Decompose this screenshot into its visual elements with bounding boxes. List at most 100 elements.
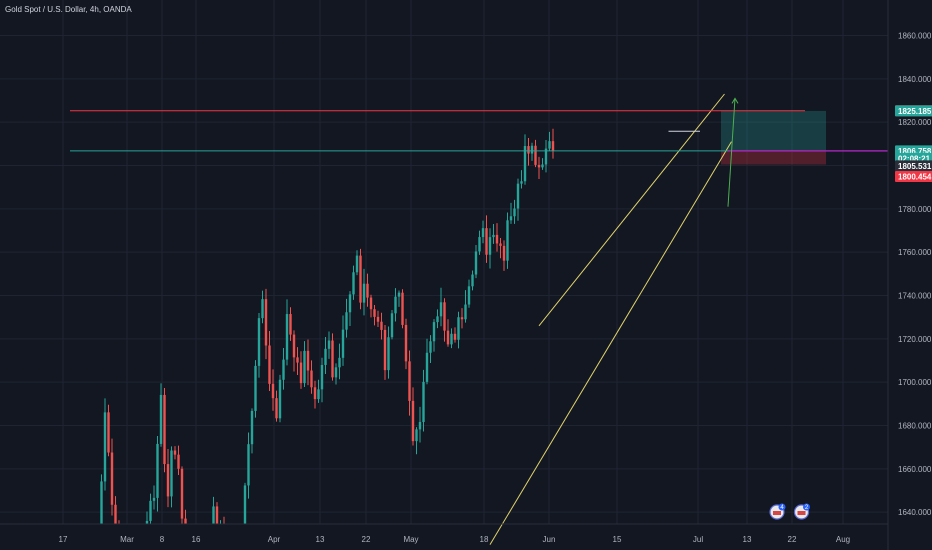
candle <box>457 311 460 349</box>
candle <box>320 357 324 403</box>
candle <box>352 265 355 300</box>
price-tag-label: 1825.185 <box>898 107 932 116</box>
price-tick-label: 1840.000 <box>898 75 932 84</box>
candle <box>404 318 408 370</box>
candle <box>292 330 296 372</box>
candle <box>180 466 184 524</box>
candle <box>268 330 271 392</box>
channel-lower[interactable] <box>489 141 732 545</box>
time-axis[interactable]: 17 Mar 8 16 Apr 13 22 May 18 Jun 15 Jul 13 22 Aug <box>0 523 888 544</box>
candle <box>110 438 114 516</box>
candle <box>338 343 341 380</box>
price-axis[interactable]: 1640.000 1660.000 1680.000 1700.000 1720.000… <box>887 0 932 550</box>
price-tag-label: 02:08:21 <box>898 154 931 163</box>
candle <box>383 324 387 380</box>
candle <box>527 137 530 166</box>
event-1[interactable]: 4 <box>769 503 786 520</box>
candle <box>331 333 334 381</box>
candle <box>509 202 513 224</box>
symbol-title[interactable]: Gold Spot / U.S. Dollar, 4h, OANDA <box>5 5 132 14</box>
candle <box>453 327 457 343</box>
candle <box>537 156 541 179</box>
candle <box>324 336 327 374</box>
arrow-up[interactable] <box>727 98 736 207</box>
price-tag-mid: 1805.531 <box>895 160 932 172</box>
candle <box>177 445 180 476</box>
candle <box>464 290 467 323</box>
candle <box>520 170 523 189</box>
candle <box>362 268 366 316</box>
channel-upper[interactable] <box>538 93 725 327</box>
candle <box>390 309 394 340</box>
time-tick-label: 8 <box>160 535 165 544</box>
event-2[interactable]: 2 <box>793 503 811 520</box>
candle <box>548 131 551 151</box>
price-tag-stop: 1800.454 <box>895 171 932 183</box>
candle <box>107 404 110 457</box>
candle <box>502 240 506 271</box>
candle <box>415 427 418 455</box>
candle <box>289 307 292 341</box>
candle <box>495 223 499 252</box>
price-tick-label: 1680.000 <box>898 422 932 431</box>
price-tags: 1825.2551825.1851806.75802:08:211805.531… <box>895 105 932 183</box>
candle <box>380 312 383 340</box>
candle <box>282 348 285 390</box>
drawings[interactable] <box>70 93 888 545</box>
candle <box>488 228 492 269</box>
candle <box>264 288 268 360</box>
price-tick-label: 1720.000 <box>898 335 932 344</box>
time-tick-label: Jul <box>693 535 703 544</box>
event-count: 4 <box>780 505 784 511</box>
candle <box>436 309 439 329</box>
candle <box>285 299 289 366</box>
candle <box>446 319 450 347</box>
candle <box>261 290 264 324</box>
candle <box>478 230 481 255</box>
time-tick-label: May <box>403 535 418 544</box>
candle <box>327 331 331 359</box>
time-tick-label: 22 <box>362 535 371 544</box>
candle <box>499 238 502 259</box>
candle <box>544 139 548 173</box>
candle <box>250 408 254 454</box>
candle <box>296 347 299 376</box>
candle <box>278 374 282 423</box>
candle <box>306 339 310 386</box>
candle <box>173 446 177 460</box>
position-target-zone[interactable] <box>721 110 826 151</box>
time-tick-label: Apr <box>268 535 281 544</box>
candle <box>471 270 474 291</box>
candle <box>313 380 317 409</box>
price-tick-label: 1660.000 <box>898 465 932 474</box>
candle <box>159 383 163 447</box>
time-tick-label: 15 <box>613 535 622 544</box>
candles[interactable] <box>100 128 555 524</box>
candle <box>243 482 247 524</box>
position-stop-zone[interactable] <box>721 150 826 165</box>
price-tick-label: 1760.000 <box>898 248 932 257</box>
candle <box>152 485 156 510</box>
candle <box>439 287 443 327</box>
candle <box>163 387 166 473</box>
candle <box>387 326 390 379</box>
time-tick-label: Aug <box>836 535 850 544</box>
candle <box>359 248 362 310</box>
price-tick-label: 1740.000 <box>898 292 932 301</box>
candle <box>523 134 527 185</box>
price-tag-label: 1806.758 <box>898 147 932 156</box>
price-tag-label: 1805.531 <box>898 162 932 171</box>
candle <box>170 446 173 508</box>
candle <box>397 290 401 307</box>
candle <box>212 496 215 524</box>
candle <box>474 244 478 279</box>
candle <box>376 310 380 328</box>
candle <box>156 435 159 512</box>
candle <box>506 212 509 269</box>
candle <box>348 291 352 326</box>
candle <box>341 315 345 366</box>
candle <box>373 305 376 326</box>
